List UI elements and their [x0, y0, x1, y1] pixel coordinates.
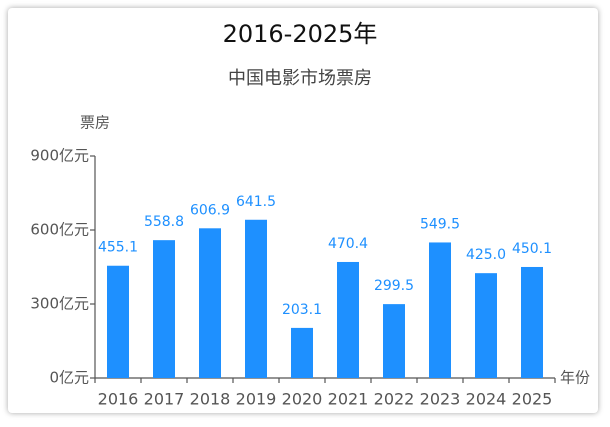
bar [245, 219, 267, 378]
y-tick-label: 600亿元 [30, 221, 89, 239]
bar [383, 304, 405, 378]
x-tick-label: 2022 [374, 390, 415, 409]
y-axis-label: 票房 [80, 114, 110, 132]
x-tick-label: 2024 [466, 390, 507, 409]
value-label: 470.4 [328, 236, 368, 252]
value-label: 450.1 [512, 241, 552, 257]
x-tick-label: 2016 [98, 390, 139, 409]
x-tick-label: 2018 [190, 390, 231, 409]
value-label: 455.1 [98, 240, 138, 256]
x-tick-label: 2017 [144, 390, 185, 409]
x-axis-label: 年份 [560, 369, 590, 387]
bar [107, 265, 129, 378]
value-label: 558.8 [144, 214, 184, 230]
x-tick-label: 2020 [282, 390, 323, 409]
y-tick-label: 0亿元 [49, 369, 89, 387]
bar [521, 266, 543, 378]
bar [429, 242, 451, 378]
value-label: 203.1 [282, 302, 322, 318]
x-tick-label: 2019 [236, 390, 277, 409]
bar [337, 261, 359, 378]
x-tick-label: 2025 [512, 390, 553, 409]
chart-title: 2016-2025年 [223, 20, 378, 48]
value-label: 606.9 [190, 202, 230, 218]
value-label: 549.5 [420, 216, 460, 232]
x-tick-label: 2021 [328, 390, 369, 409]
value-label: 641.5 [236, 194, 276, 210]
y-tick-label: 900亿元 [30, 147, 89, 165]
value-label: 425.0 [466, 247, 506, 263]
value-label: 299.5 [374, 278, 414, 294]
x-tick-label: 2023 [420, 390, 461, 409]
bar [475, 273, 497, 378]
bar [153, 240, 175, 378]
chart-subtitle: 中国电影市场票房 [228, 68, 372, 89]
bar [199, 228, 221, 378]
y-tick-label: 300亿元 [30, 295, 89, 313]
bar [291, 327, 313, 378]
